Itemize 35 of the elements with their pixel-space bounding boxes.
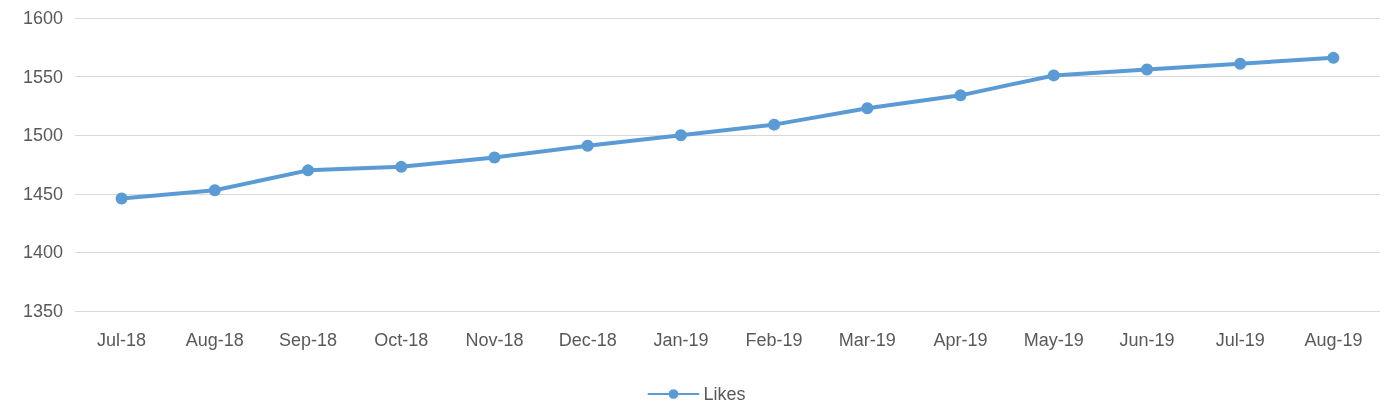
y-tick-label: 1550 [22, 66, 63, 87]
x-tick-label: Jan-19 [653, 330, 709, 350]
point [115, 192, 128, 205]
point [954, 89, 967, 102]
legend-label: Likes [703, 384, 746, 404]
point [674, 129, 687, 142]
point [302, 164, 315, 177]
point [581, 139, 594, 152]
y-tick-label: 1500 [22, 125, 63, 146]
point [488, 151, 501, 164]
x-tick-label: Oct-18 [374, 330, 429, 350]
x-tick-label: Dec-18 [558, 330, 617, 350]
x-tick-label: Sep-18 [279, 330, 338, 350]
point [768, 118, 781, 131]
point [1327, 51, 1340, 64]
x-tick-label: Jul-19 [1215, 330, 1265, 350]
y-tick-label: 1400 [22, 242, 63, 263]
x-tick-label: Jul-18 [97, 330, 147, 350]
x-tick-label: May-19 [1023, 330, 1084, 350]
x-tick-label: Aug-18 [185, 330, 244, 350]
y-tick-label: 1600 [22, 8, 63, 28]
x-tick-label: Mar-19 [838, 330, 896, 350]
x-tick-label: Aug-19 [1304, 330, 1363, 350]
x-tick-label: Feb-19 [745, 330, 803, 350]
point [861, 102, 874, 115]
x-tick-label: Jun-19 [1119, 330, 1175, 350]
x-tick-label: Nov-18 [465, 330, 524, 350]
y-tick-label: 1450 [22, 183, 63, 204]
point [395, 160, 408, 173]
point [1047, 69, 1060, 82]
point [208, 184, 221, 197]
y-tick-label: 1350 [22, 301, 63, 321]
point [1140, 63, 1153, 76]
point [1234, 57, 1247, 70]
x-tick-label: Apr-19 [933, 330, 988, 350]
